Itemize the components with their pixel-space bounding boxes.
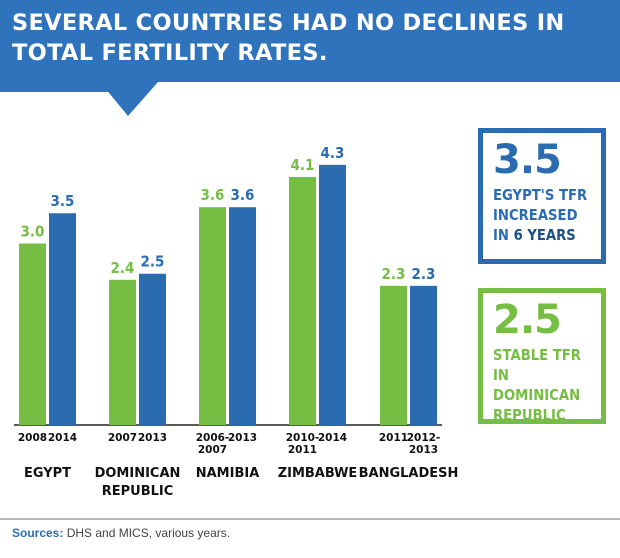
bar-namibia-2006-2007 bbox=[199, 207, 226, 425]
data-label-dominican-republic-2013: 2.5 bbox=[141, 254, 165, 271]
chart-title: SEVERAL COUNTRIES HAD NO DECLINES IN TOT… bbox=[12, 10, 565, 66]
callout-egypt: 3.5 EGYPT'S TFR INCREASED IN 6 YEARS bbox=[478, 128, 606, 264]
source-note: Sources: DHS and MICS, various years. bbox=[12, 526, 230, 540]
data-label-namibia-2006-2007: 3.6 bbox=[201, 188, 225, 205]
data-label-bangladesh-2012-2013: 2.3 bbox=[412, 266, 436, 283]
callout-egypt-value: 3.5 bbox=[493, 137, 562, 183]
data-label-bangladesh-2011: 2.3 bbox=[382, 266, 406, 283]
year-label-bangladesh-2012-2013: 2012-2013 bbox=[407, 432, 441, 456]
banner-shape bbox=[0, 0, 620, 116]
callout-dominican-text: STABLE TFR IN DOMINICAN REPUBLIC bbox=[493, 346, 581, 424]
year-label-egypt-2014: 2014 bbox=[48, 432, 77, 444]
data-label-namibia-2013: 3.6 bbox=[231, 188, 255, 205]
bar-chart: 3.0 2008 3.5 2014 EGYPT 2.4 2007 2.5 2013 DOMINIC… bbox=[14, 145, 459, 499]
year-label-zimbabwe-2014: 2014 bbox=[318, 432, 347, 444]
bar-bangladesh-2012-2013 bbox=[410, 285, 437, 425]
bar-dominican-republic-2007 bbox=[109, 279, 136, 425]
bar-egypt-2014 bbox=[49, 213, 76, 425]
source-text: DHS and MICS, various years. bbox=[66, 526, 231, 540]
bar-zimbabwe-2010-2011 bbox=[289, 176, 316, 425]
bar-namibia-2013 bbox=[229, 207, 256, 425]
data-label-egypt-2014: 3.5 bbox=[51, 194, 75, 211]
callout-dominican-value: 2.5 bbox=[493, 297, 562, 343]
year-label-egypt-2008: 2008 bbox=[18, 432, 47, 444]
year-label-namibia-2013: 2013 bbox=[228, 432, 257, 444]
callout-egypt-description: EGYPT'S TFR INCREASED IN bbox=[493, 186, 588, 244]
bar-egypt-2008 bbox=[19, 243, 46, 425]
year-label-dominican-republic-2013: 2013 bbox=[138, 432, 167, 444]
bar-zimbabwe-2014 bbox=[319, 164, 346, 425]
callout-egypt-emphasis: 6 YEARS bbox=[513, 226, 576, 244]
bar-dominican-republic-2013 bbox=[139, 273, 166, 425]
callout-dominican: 2.5 STABLE TFR IN DOMINICAN REPUBLIC bbox=[478, 288, 606, 424]
source-label: Sources: bbox=[12, 526, 64, 540]
footer-divider bbox=[0, 518, 620, 520]
country-label-zimbabwe: ZIMBABWE bbox=[278, 466, 358, 481]
bar-bangladesh-2011 bbox=[380, 285, 407, 425]
country-label-egypt: EGYPT bbox=[24, 466, 71, 481]
data-label-zimbabwe-2010-2011: 4.1 bbox=[291, 157, 315, 174]
country-label-namibia: NAMIBIA bbox=[196, 466, 260, 481]
year-label-namibia-2006-2007: 2006-2007 bbox=[196, 432, 230, 456]
country-label-bangladesh: BANGLADESH bbox=[359, 466, 459, 481]
title-banner: SEVERAL COUNTRIES HAD NO DECLINES IN TOT… bbox=[0, 0, 620, 118]
data-label-zimbabwe-2014: 4.3 bbox=[321, 145, 345, 162]
callout-egypt-text: EGYPT'S TFR INCREASED IN 6 YEARS bbox=[493, 185, 588, 245]
year-label-zimbabwe-2010-2011: 2010-2011 bbox=[286, 432, 320, 456]
country-label-dominican-republic: DOMINICAN REPUBLIC bbox=[95, 466, 181, 499]
data-label-dominican-republic-2007: 2.4 bbox=[111, 260, 135, 277]
data-label-egypt-2008: 3.0 bbox=[21, 224, 45, 241]
year-label-bangladesh-2011: 2011 bbox=[379, 432, 408, 444]
year-label-dominican-republic-2007: 2007 bbox=[108, 432, 137, 444]
